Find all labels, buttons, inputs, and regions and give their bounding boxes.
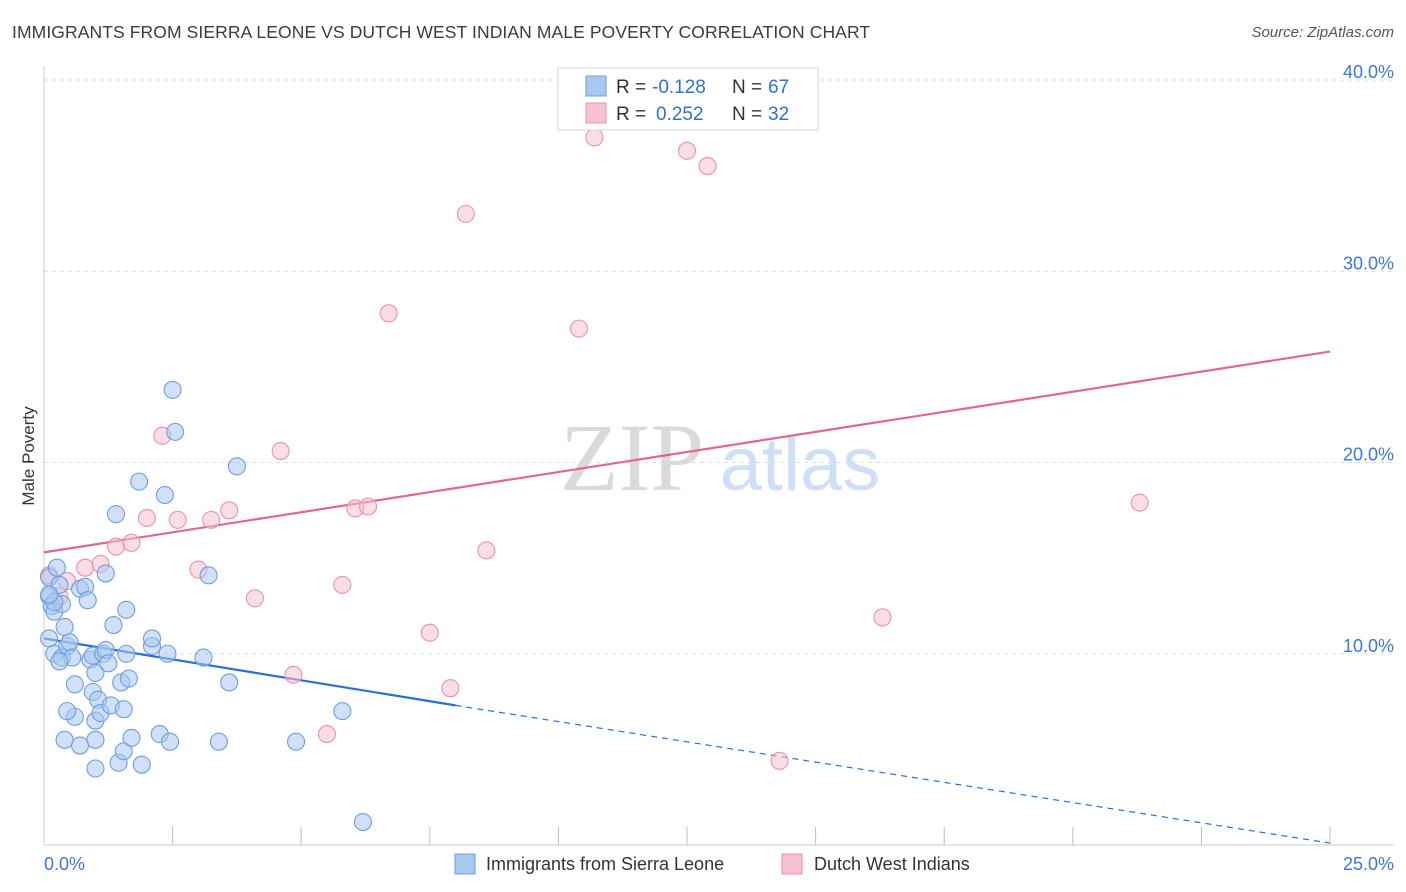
point-dutch-west-indians — [677, 141, 697, 160]
stats-n-value: 32 — [768, 104, 789, 125]
legend-swatch-sierra-leone — [454, 853, 476, 875]
point-sierra-leone — [50, 652, 69, 671]
point-sierra-leone — [158, 644, 177, 663]
point-sierra-leone — [287, 732, 306, 751]
legend-label-sierra-leone: Immigrants from Sierra Leone — [486, 854, 724, 874]
point-sierra-leone — [220, 673, 239, 692]
point-sierra-leone — [40, 585, 59, 604]
point-sierra-leone — [58, 702, 77, 721]
point-sierra-leone — [40, 629, 59, 648]
point-dutch-west-indians — [271, 441, 290, 461]
point-dutch-west-indians — [220, 501, 239, 520]
y-axis-title: Male Poverty — [19, 406, 38, 506]
y-tick-label: 40.0% — [1343, 62, 1394, 82]
point-dutch-west-indians — [359, 497, 378, 516]
stats-r-value: 0.252 — [656, 104, 704, 125]
point-dutch-west-indians — [202, 510, 221, 529]
point-sierra-leone — [60, 633, 79, 652]
point-sierra-leone — [194, 648, 213, 667]
point-sierra-leone — [96, 564, 115, 583]
point-dutch-west-indians — [137, 508, 156, 528]
point-dutch-west-indians — [456, 204, 475, 223]
point-dutch-west-indians — [477, 541, 496, 560]
stats-swatch-dutch-west-indians — [585, 102, 607, 124]
point-sierra-leone — [163, 380, 182, 399]
data-points — [40, 128, 1149, 832]
legend: Immigrants from Sierra Leone Dutch West … — [454, 853, 970, 875]
point-sierra-leone — [119, 669, 138, 688]
point-dutch-west-indians — [379, 304, 398, 323]
axes — [43, 66, 1394, 846]
point-dutch-west-indians — [441, 679, 460, 698]
point-sierra-leone — [65, 675, 84, 694]
point-dutch-west-indians — [585, 128, 604, 147]
point-sierra-leone — [86, 759, 105, 778]
y-tick-labels: 10.0% 20.0% 30.0% 40.0% — [1343, 62, 1394, 656]
watermark-atlas: atlas — [720, 422, 881, 507]
point-dutch-west-indians — [168, 510, 187, 529]
point-sierra-leone — [209, 732, 228, 751]
point-sierra-leone — [104, 616, 123, 635]
point-sierra-leone — [117, 644, 136, 663]
point-dutch-west-indians — [284, 665, 303, 684]
stats-box: R = -0.128 N = 67 R = 0.252 N = 32 — [557, 67, 819, 131]
point-sierra-leone — [55, 730, 74, 749]
point-sierra-leone — [227, 457, 246, 476]
point-dutch-west-indians — [122, 533, 141, 552]
point-sierra-leone — [122, 728, 141, 747]
point-sierra-leone — [99, 654, 118, 673]
point-dutch-west-indians — [317, 725, 336, 744]
stats-r-label: R = — [616, 77, 646, 98]
y-tick-label: 10.0% — [1343, 636, 1394, 656]
point-sierra-leone — [114, 700, 133, 719]
chart-title: IMMIGRANTS FROM SIERRA LEONE VS DUTCH WE… — [12, 22, 871, 42]
point-sierra-leone — [86, 730, 105, 749]
stats-swatch-sierra-leone — [585, 75, 607, 97]
point-sierra-leone — [47, 558, 66, 577]
point-dutch-west-indians — [698, 157, 717, 176]
point-dutch-west-indians — [873, 608, 892, 627]
trendline-sierra-leone-extrapolated — [455, 704, 1331, 844]
point-sierra-leone — [160, 732, 180, 751]
point-sierra-leone — [106, 505, 126, 524]
x-tick-label-min: 0.0% — [44, 854, 85, 874]
point-dutch-west-indians — [770, 751, 789, 770]
point-sierra-leone — [55, 617, 74, 637]
point-sierra-leone — [155, 485, 174, 505]
point-dutch-west-indians — [420, 623, 439, 642]
point-sierra-leone — [117, 600, 136, 619]
point-sierra-leone — [78, 591, 97, 610]
point-sierra-leone — [166, 422, 185, 441]
point-sierra-leone — [70, 736, 90, 755]
point-sierra-leone — [353, 812, 372, 832]
point-sierra-leone — [199, 566, 218, 585]
point-sierra-leone — [114, 742, 133, 761]
trendline-dutch-west-indians — [43, 350, 1331, 554]
y-tick-label: 20.0% — [1343, 445, 1394, 465]
stats-r-value: -0.128 — [652, 77, 706, 98]
point-dutch-west-indians — [106, 537, 126, 556]
point-sierra-leone — [130, 472, 149, 491]
point-dutch-west-indians — [245, 589, 264, 608]
legend-swatch-dutch-west-indians — [781, 853, 803, 875]
point-sierra-leone — [142, 629, 162, 648]
legend-label-dutch-west-indians: Dutch West Indians — [814, 854, 970, 874]
stats-r-label: R = — [616, 104, 646, 125]
point-sierra-leone — [86, 663, 105, 682]
gridlines — [44, 79, 1394, 655]
point-dutch-west-indians — [333, 575, 352, 594]
source-credit: Source: ZipAtlas.com — [1251, 24, 1394, 41]
point-dutch-west-indians — [76, 558, 95, 577]
point-sierra-leone — [132, 755, 151, 774]
stats-n-label: N = — [732, 77, 762, 98]
stats-n-value: 67 — [768, 77, 789, 98]
y-tick-label: 30.0% — [1343, 253, 1394, 273]
stats-n-label: N = — [732, 104, 762, 125]
point-sierra-leone — [333, 702, 352, 721]
point-dutch-west-indians — [1130, 493, 1149, 512]
x-tick-label-max: 25.0% — [1343, 854, 1394, 874]
point-dutch-west-indians — [569, 319, 589, 338]
watermark-zip: ZIP — [560, 404, 704, 511]
